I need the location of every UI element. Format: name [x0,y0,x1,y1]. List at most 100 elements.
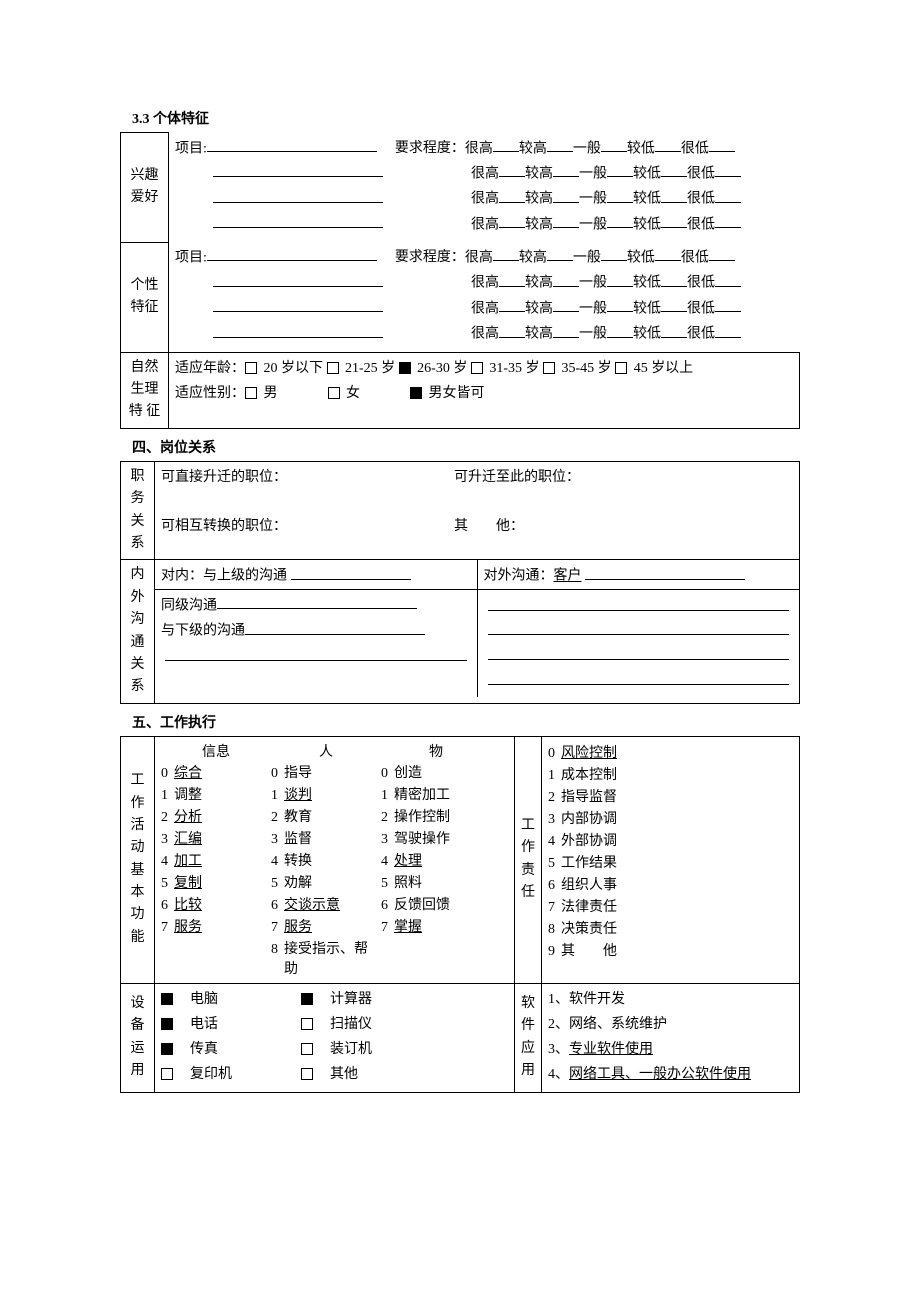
rating-blank[interactable] [715,271,741,286]
comm-label: 内外沟通关系 [121,560,155,703]
rating-blank[interactable] [607,297,633,312]
rating-opt: 较低 [633,166,661,181]
rating-blank[interactable] [607,271,633,286]
rating-blank[interactable] [715,162,741,177]
item-blank[interactable] [213,162,383,177]
rating-blank[interactable] [715,297,741,312]
rating-blank[interactable] [553,187,579,202]
item-label: 项目: [175,141,207,156]
rating-blank[interactable] [493,246,519,261]
item-blank[interactable] [207,137,377,152]
sex-checkbox[interactable] [245,387,257,399]
age-checkbox[interactable] [543,362,555,374]
item-blank[interactable] [213,297,383,312]
rating-blank[interactable] [607,187,633,202]
rating-blank[interactable] [715,213,741,228]
rating-blank[interactable] [601,246,627,261]
rating-blank[interactable] [493,137,519,152]
section-5-title: 五、工作执行 [132,712,800,732]
rating-blank[interactable] [661,271,687,286]
rating-blank[interactable] [499,213,525,228]
equip-checkbox[interactable] [161,1043,173,1055]
sub-blank[interactable] [245,619,425,634]
rating-blank[interactable] [499,297,525,312]
rating-blank[interactable] [655,246,681,261]
item-blank[interactable] [213,322,383,337]
ext-blank-4[interactable] [488,668,790,685]
job-rel-label: 职务关系 [121,461,155,560]
age-checkbox[interactable] [615,362,627,374]
equip-grid: 电脑 电话 传真 复印机 计算器 扫描仪 装订机 其他 [161,988,508,1088]
equip-checkbox[interactable] [161,1068,173,1080]
rating-blank[interactable] [709,137,735,152]
rating-blank[interactable] [553,322,579,337]
rating-opt: 很低 [687,166,715,181]
list-item: 6组织人事 [548,873,623,895]
rating-blank[interactable] [553,271,579,286]
rating-opt: 较低 [633,301,661,316]
rating-blank[interactable] [553,213,579,228]
list-item: 2教育 [271,805,381,827]
rating-blank[interactable] [547,246,573,261]
peer-blank[interactable] [217,594,417,609]
equip-label: 设备运用 [121,983,155,1092]
equip-checkbox[interactable] [301,1068,313,1080]
age-checkbox[interactable] [471,362,483,374]
item-blank[interactable] [213,213,383,228]
rating-blank[interactable] [661,162,687,177]
peer-label: 同级沟通 [161,598,217,613]
rating-blank[interactable] [607,162,633,177]
ext-blank-2[interactable] [488,619,790,636]
list-item: 3内部协调 [548,807,623,829]
equip-checkbox[interactable] [161,993,173,1005]
rating-opt: 较高 [525,301,553,316]
list-item: 0指导 [271,761,381,783]
rating-blank[interactable] [607,213,633,228]
item-blank[interactable] [207,246,377,261]
equip-checkbox[interactable] [301,1043,313,1055]
rating-blank[interactable] [499,187,525,202]
external-blank[interactable] [585,564,745,579]
item-blank[interactable] [213,271,383,286]
equip-checkbox[interactable] [301,1018,313,1030]
rating-blank[interactable] [499,162,525,177]
internal-sup-blank[interactable] [291,564,411,579]
ext-blank-1[interactable] [488,594,790,611]
item-blank[interactable] [213,187,383,202]
rating-blank[interactable] [607,322,633,337]
rating-blank[interactable] [661,187,687,202]
age-checkbox[interactable] [327,362,339,374]
rating-opt: 很高 [471,217,499,232]
rating-blank[interactable] [661,297,687,312]
age-opt: 21-25 岁 [345,361,395,376]
age-checkbox[interactable] [245,362,257,374]
rating-blank[interactable] [661,322,687,337]
rating-blank[interactable] [655,137,681,152]
rating-blank[interactable] [499,271,525,286]
rating-blank[interactable] [661,213,687,228]
sex-row: 适应性别： 男 女 男女皆可 [175,382,793,402]
sex-checkbox[interactable] [410,387,422,399]
rating-blank[interactable] [553,162,579,177]
list-item: 5工作结果 [548,851,623,873]
equip-checkbox[interactable] [161,1018,173,1030]
comm-blank-1[interactable] [165,645,467,662]
rating-blank[interactable] [499,322,525,337]
rating-row: 很高较高一般较低很低 [175,322,794,342]
equip-checkbox[interactable] [301,993,313,1005]
rating-blank[interactable] [709,246,735,261]
age-opt: 45 岁以上 [634,361,694,376]
activity-columns: 信息0综合1调整2分析3汇编4加工5复制6比较7服务人0指导1谈判2教育3监督4… [161,741,508,979]
sex-checkbox[interactable] [328,387,340,399]
list-item: 3监督 [271,827,381,849]
age-checkbox[interactable] [399,362,411,374]
rating-blank[interactable] [547,137,573,152]
individual-traits-table: 兴趣爱好 项目:要求程度：很高较高一般较低很低很高较高一般较低很低很高较高一般较… [120,132,800,429]
rating-blank[interactable] [715,322,741,337]
sex-opt: 男 [264,386,278,401]
ext-blank-3[interactable] [488,643,790,660]
rating-blank[interactable] [601,137,627,152]
other-label: 其 他： [454,519,524,534]
rating-blank[interactable] [715,187,741,202]
rating-blank[interactable] [553,297,579,312]
